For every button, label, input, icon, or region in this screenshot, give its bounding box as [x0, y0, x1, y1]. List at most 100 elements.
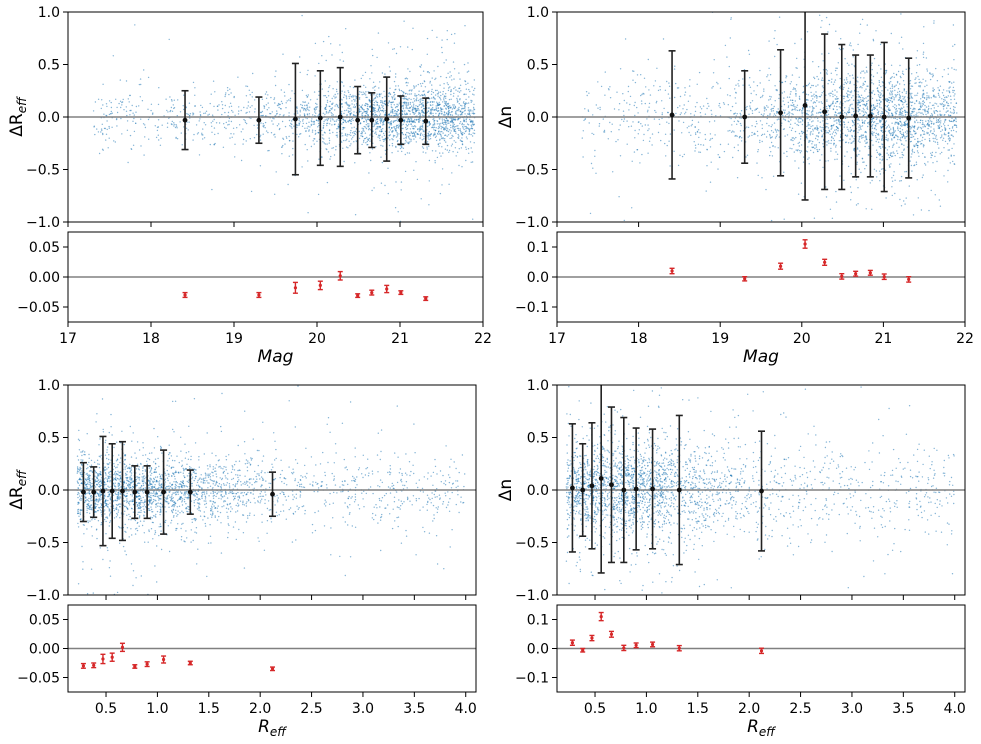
scatter-point — [455, 89, 457, 91]
scatter-point — [321, 156, 323, 158]
scatter-point — [353, 104, 356, 106]
scatter-point — [447, 83, 449, 86]
scatter-point — [390, 127, 393, 129]
scatter-point — [142, 123, 145, 125]
scatter-point — [928, 138, 931, 140]
scatter-point — [833, 114, 836, 116]
scatter-point — [175, 124, 177, 126]
scatter-point — [806, 133, 808, 136]
scatter-point — [326, 101, 329, 103]
scatter-point — [408, 123, 410, 126]
scatter-point — [132, 120, 134, 123]
scatter-point — [772, 131, 775, 133]
scatter-point — [197, 132, 200, 134]
scatter-point — [947, 138, 950, 140]
scatter-point — [940, 125, 943, 128]
scatter-point — [325, 110, 328, 113]
scatter-point — [380, 182, 383, 184]
scatter-point — [393, 80, 396, 83]
scatter-point — [274, 84, 277, 87]
scatter-point — [445, 104, 448, 107]
scatter-point — [314, 115, 316, 117]
scatter-point — [816, 148, 818, 151]
scatter-point — [414, 109, 417, 111]
scatter-point — [802, 109, 804, 111]
scatter-point — [379, 107, 381, 109]
scatter-point — [391, 115, 393, 117]
scatter-point — [816, 75, 818, 78]
scatter-point — [396, 103, 398, 106]
scatter-point — [400, 189, 402, 191]
scatter-point — [850, 142, 852, 144]
scatter-point — [905, 100, 907, 103]
scatter-point — [384, 139, 386, 141]
scatter-point — [383, 90, 385, 93]
scatter-point — [897, 88, 900, 90]
scatter-point — [328, 142, 330, 144]
scatter-point — [673, 129, 675, 131]
scatter-point — [872, 134, 874, 137]
scatter-point — [941, 92, 944, 94]
scatter-point — [397, 126, 400, 128]
scatter-point — [303, 109, 305, 111]
scatter-point — [371, 48, 373, 51]
scatter-point — [838, 112, 840, 114]
scatter-point — [280, 107, 282, 110]
scatter-point — [430, 93, 433, 96]
scatter-point — [135, 122, 137, 125]
scatter-point — [835, 144, 837, 146]
scatter-point — [761, 96, 763, 98]
scatter-point — [204, 124, 207, 126]
scatter-point — [876, 72, 878, 74]
scatter-point — [472, 218, 474, 220]
scatter-point — [816, 112, 818, 114]
scatter-point — [937, 121, 940, 124]
scatter-point — [199, 115, 202, 117]
scatter-point — [947, 114, 950, 116]
scatter-point — [420, 64, 423, 66]
scatter-point — [935, 151, 937, 154]
scatter-point — [782, 109, 785, 111]
scatter-point — [627, 85, 630, 88]
scatter-point — [465, 148, 467, 150]
scatter-point — [900, 180, 902, 182]
scatter-point — [749, 86, 752, 89]
scatter-point — [461, 122, 464, 125]
scatter-point — [472, 120, 474, 122]
scatter-point — [418, 121, 420, 123]
scatter-point — [229, 88, 231, 90]
scatter-point — [426, 71, 429, 73]
scatter-point — [341, 123, 343, 125]
scatter-point — [862, 82, 864, 85]
scatter-point — [847, 87, 850, 90]
scatter-point — [332, 114, 335, 116]
scatter-point — [225, 121, 227, 124]
scatter-point — [771, 107, 773, 110]
scatter-point — [891, 194, 893, 197]
scatter-point — [189, 113, 192, 115]
scatter-point — [872, 90, 874, 92]
scatter-point — [891, 76, 893, 78]
scatter-point — [383, 102, 386, 105]
scatter-point — [379, 130, 381, 132]
scatter-point — [813, 217, 816, 219]
scatter-point — [808, 127, 810, 130]
scatter-point — [887, 140, 889, 142]
scatter-point — [936, 80, 939, 82]
scatter-point — [847, 142, 850, 144]
scatter-point — [885, 197, 887, 199]
scatter-point — [438, 96, 441, 99]
scatter-point — [644, 102, 646, 105]
scatter-point — [822, 79, 824, 82]
scatter-point — [381, 109, 384, 112]
scatter-point — [262, 114, 264, 117]
scatter-point — [337, 125, 339, 127]
scatter-point — [176, 138, 179, 140]
scatter-point — [922, 51, 925, 53]
scatter-point — [819, 14, 821, 16]
scatter-point — [450, 106, 452, 109]
scatter-point — [619, 68, 622, 70]
scatter-point — [836, 98, 839, 100]
scatter-point — [697, 143, 700, 145]
scatter-point — [860, 94, 863, 97]
